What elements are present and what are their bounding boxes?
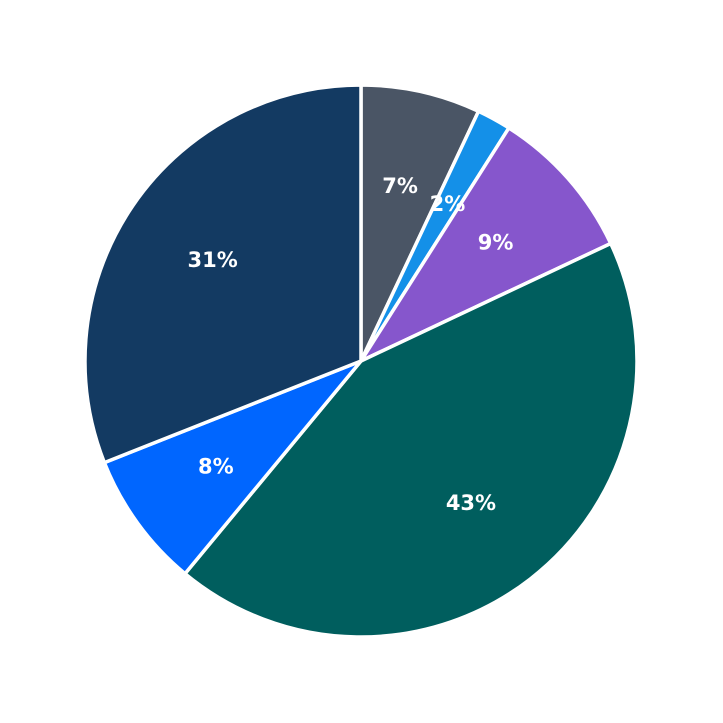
slice-label: 8%	[198, 454, 234, 478]
slice-label: 7%	[382, 174, 418, 198]
pie-slice	[102, 359, 363, 576]
pie-slice	[83, 83, 363, 465]
slice-label: 43%	[446, 491, 496, 515]
pie-slice	[359, 83, 481, 363]
pie-slice	[183, 241, 639, 639]
slice-label: 31%	[187, 248, 237, 272]
pie-slices	[83, 83, 639, 639]
slice-label: 9%	[478, 230, 514, 254]
slice-label: 2%	[430, 192, 466, 216]
pie-slice	[359, 126, 613, 363]
pie-labels: 7% 2% 9% 43% 8% 31%	[187, 174, 513, 515]
